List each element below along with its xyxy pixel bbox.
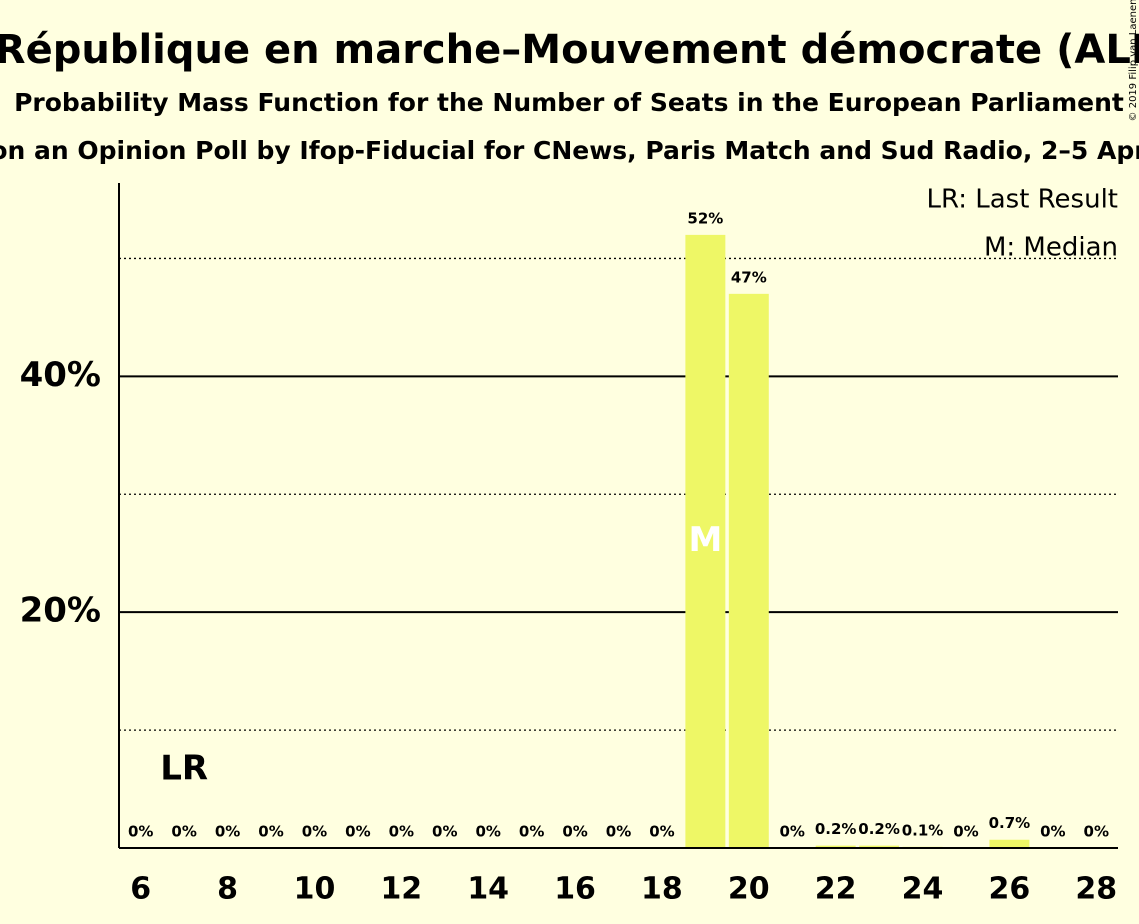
value-label: 0%	[258, 823, 283, 841]
value-label: 47%	[731, 268, 767, 286]
x-tick-label: 22	[815, 872, 857, 907]
legend-entry: LR: Last Result	[926, 185, 1118, 215]
value-label: 0.2%	[858, 820, 900, 838]
x-tick-label: 12	[380, 872, 422, 907]
value-label: 0%	[1084, 823, 1109, 841]
legend-entry: M: Median	[984, 233, 1118, 263]
value-label: 0%	[302, 823, 327, 841]
value-label: 0%	[780, 823, 805, 841]
bar	[815, 845, 856, 848]
value-label: 0.7%	[989, 814, 1031, 832]
x-tick-label: 16	[554, 872, 596, 907]
y-tick-label: 20%	[20, 591, 101, 631]
chart-title: La République en marche–Mouvement démocr…	[0, 27, 1139, 73]
x-tick-label: 18	[641, 872, 683, 907]
value-label: 0%	[475, 823, 500, 841]
value-label: 0%	[128, 823, 153, 841]
value-label: 0%	[649, 823, 674, 841]
bar	[989, 839, 1030, 848]
x-tick-label: 20	[728, 872, 770, 907]
value-label: 0%	[345, 823, 370, 841]
median-label: M	[688, 520, 722, 560]
x-tick-label: 28	[1075, 872, 1117, 907]
x-tick-label: 6	[130, 872, 151, 907]
value-label: 0.1%	[902, 821, 944, 839]
value-label: 0%	[215, 823, 240, 841]
value-label: 0%	[1040, 823, 1065, 841]
value-label: 0%	[389, 823, 414, 841]
value-label: 0%	[519, 823, 544, 841]
x-tick-label: 26	[989, 872, 1031, 907]
x-tick-label: 8	[217, 872, 238, 907]
x-tick-label: 24	[902, 872, 944, 907]
copyright: © 2019 Filip van Laenen	[1128, 0, 1139, 121]
bar	[685, 234, 726, 849]
value-label: 0.2%	[815, 820, 857, 838]
bar	[859, 845, 900, 848]
x-tick-label: 14	[467, 872, 509, 907]
value-label: 0%	[606, 823, 631, 841]
value-label: 0%	[562, 823, 587, 841]
chart-subtitle: Based on an Opinion Poll by Ifop-Fiducia…	[0, 136, 1139, 165]
value-label: 0%	[171, 823, 196, 841]
chart-subtitle: Probability Mass Function for the Number…	[14, 88, 1124, 117]
last-result-label: LR	[160, 749, 208, 789]
bar	[728, 293, 769, 848]
value-label: 0%	[432, 823, 457, 841]
value-label: 0%	[953, 823, 978, 841]
y-tick-label: 40%	[20, 355, 101, 395]
x-tick-label: 10	[294, 872, 336, 907]
value-label: 52%	[687, 209, 723, 227]
